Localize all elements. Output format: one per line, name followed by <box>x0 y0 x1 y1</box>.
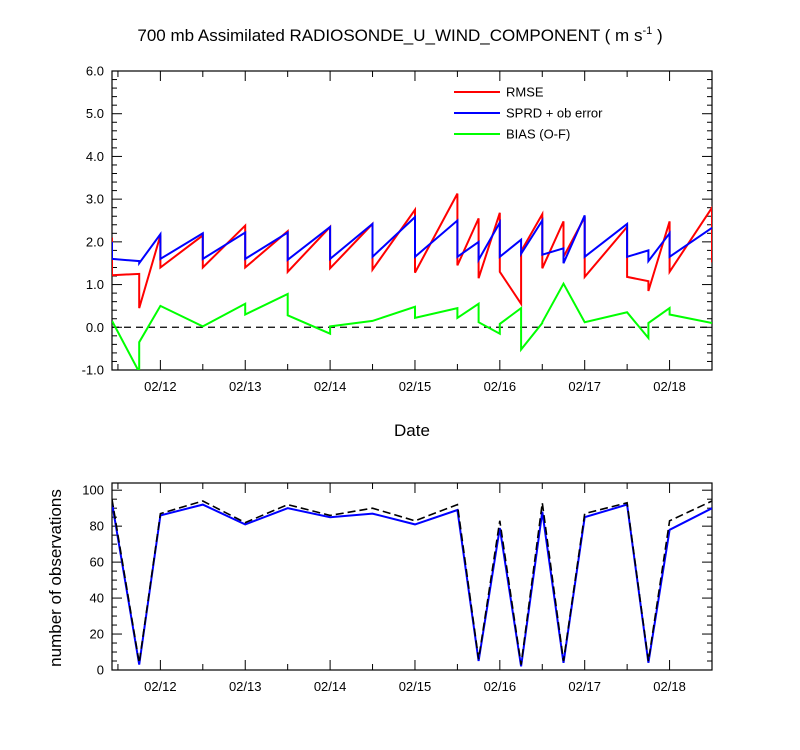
bottom-xtick-label: 02/14 <box>314 679 347 694</box>
bottom-xtick-label: 02/13 <box>229 679 262 694</box>
legend-label-bias-o-f: BIAS (O-F) <box>506 127 570 142</box>
top-x-axis-title: Date <box>394 421 430 440</box>
top-plot: -1.0 0.0 1.0 2.0 3.0 4.0 5.0 6.0 02/12 02/13 02/14… <box>82 64 713 394</box>
top-xtick-label: 02/13 <box>229 379 262 394</box>
top-ytick-label: 3.0 <box>86 192 104 207</box>
legend-label-sprd-ob-error: SPRD + ob error <box>506 106 603 121</box>
bottom-ytick-label: 80 <box>90 519 104 534</box>
bottom-ytick-label: 40 <box>90 591 104 606</box>
top-xtick-label: 02/14 <box>314 379 347 394</box>
top-ytick-label: 6.0 <box>86 64 104 79</box>
top-xtick-label: 02/17 <box>568 379 601 394</box>
bottom-xtick-label: 02/15 <box>399 679 432 694</box>
chart-title: 700 mb Assimilated RADIOSONDE_U_WIND_COM… <box>137 25 662 45</box>
bottom-frame <box>111 482 713 671</box>
bottom-plot: 0 20 40 60 80 100 02/12 02/13 02/14 02/15 02/16 02/… <box>82 482 713 694</box>
top-ytick-label: -1.0 <box>82 363 104 378</box>
top-ytick-label: 0.0 <box>86 320 104 335</box>
legend-label-rmse: RMSE <box>506 85 544 100</box>
bottom-xtick-label: 02/12 <box>144 679 177 694</box>
top-ytick-label: 4.0 <box>86 149 104 164</box>
top-series-sprd-ob-error <box>112 214 712 267</box>
top-xtick-label: 02/12 <box>144 379 177 394</box>
bottom-series-assimilated <box>112 502 712 667</box>
top-ytick-label: 1.0 <box>86 277 104 292</box>
bottom-ytick-label: 100 <box>82 483 104 498</box>
bottom-ytick-label: 0 <box>97 663 104 678</box>
bottom-ytick-label: 60 <box>90 555 104 570</box>
bottom-ytick-label: 20 <box>90 627 104 642</box>
top-series-bias-o-f <box>112 281 712 370</box>
top-ytick-label: 5.0 <box>86 106 104 121</box>
chart-title-close: ) <box>652 26 662 45</box>
bottom-xtick-label: 02/17 <box>568 679 601 694</box>
top-ytick-label: 2.0 <box>86 234 104 249</box>
bottom-xtick-label: 02/18 <box>653 679 686 694</box>
bottom-xtick-label: 02/16 <box>484 679 517 694</box>
top-xtick-label: 02/16 <box>484 379 517 394</box>
bottom-y-axis-title: number of observations <box>46 489 65 667</box>
chart-title-exponent: -1 <box>642 25 652 37</box>
bottom-series-total <box>112 499 712 665</box>
top-xtick-label: 02/18 <box>653 379 686 394</box>
top-xtick-label: 02/15 <box>399 379 432 394</box>
chart-title-main: 700 mb Assimilated RADIOSONDE_U_WIND_COM… <box>137 26 642 45</box>
